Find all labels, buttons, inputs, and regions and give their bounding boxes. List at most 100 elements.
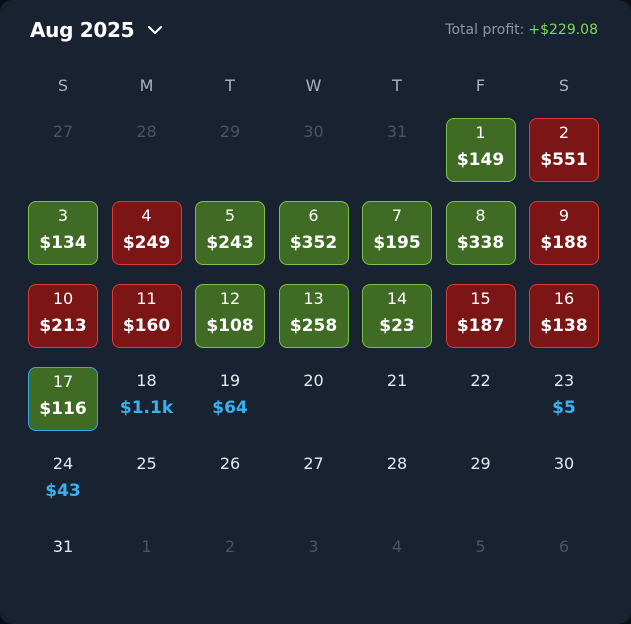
day-number: 31 (52, 537, 74, 556)
day-profit: $1.1k (119, 398, 174, 418)
day-profit: $138 (540, 316, 588, 336)
day-number: 21 (386, 371, 408, 390)
day-number: 19 (219, 371, 241, 390)
day-number: 28 (386, 454, 408, 473)
day-cell[interactable]: 17 $116 (28, 367, 98, 431)
day-number: 2 (558, 123, 570, 142)
day-cell: 5 (446, 533, 516, 597)
day-number: 22 (470, 371, 491, 390)
day-cell[interactable]: 13 $258 (278, 284, 349, 348)
day-cell[interactable]: 19 $64 (195, 367, 265, 431)
day-cell: 30 (279, 118, 349, 182)
day-number: 15 (470, 289, 491, 308)
weekday-label: W (305, 76, 322, 95)
day-cell[interactable]: 6 $352 (278, 201, 349, 265)
day-cell[interactable]: 1 $149 (445, 118, 516, 182)
day-number: 28 (136, 122, 157, 141)
day-cell[interactable]: 20 (279, 367, 349, 431)
day-profit: $352 (289, 233, 338, 253)
day-cell[interactable]: 12 $108 (195, 284, 265, 348)
day-cell: 28 (112, 118, 182, 182)
day-profit: $187 (456, 316, 505, 336)
day-cell: 4 (362, 533, 432, 597)
day-number: 20 (303, 371, 324, 390)
day-cell[interactable]: 21 (362, 367, 432, 431)
day-profit: $338 (456, 233, 505, 253)
calendar-header: Aug 2025 Total profit: +$229.08 (30, 18, 598, 46)
day-cell[interactable]: 4 $249 (111, 201, 182, 265)
weekday-label: M (139, 76, 154, 95)
day-profit: $43 (45, 481, 81, 501)
day-number: 1 (141, 537, 152, 556)
month-label: Aug 2025 (30, 18, 135, 42)
total-profit: Total profit: +$229.08 (445, 22, 598, 38)
day-cell[interactable]: 8 $338 (445, 201, 516, 265)
day-cell[interactable]: 24 $43 (28, 450, 98, 514)
day-profit: $5 (552, 398, 576, 418)
day-number: 3 (308, 537, 319, 556)
month-selector[interactable]: Aug 2025 (30, 18, 164, 42)
day-cell: 29 (195, 118, 265, 182)
day-number: 23 (553, 371, 575, 390)
day-cell[interactable]: 28 (362, 450, 432, 514)
total-profit-label: Total profit: (445, 22, 525, 38)
day-cell: 31 (362, 118, 432, 182)
day-number: 6 (308, 206, 319, 225)
day-cell[interactable]: 7 $195 (362, 201, 432, 265)
day-number: 5 (475, 537, 486, 556)
day-number: 6 (558, 537, 570, 556)
day-cell: 3 (279, 533, 349, 597)
day-number: 30 (553, 454, 575, 473)
day-profit: $249 (122, 233, 171, 253)
weekday-label: S (558, 76, 570, 95)
day-cell[interactable]: 11 $160 (111, 284, 182, 348)
day-cell[interactable]: 2 $551 (529, 118, 599, 182)
day-profit: $108 (206, 316, 254, 336)
day-cell[interactable]: 9 $188 (529, 201, 599, 265)
day-cell[interactable]: 27 (279, 450, 349, 514)
day-profit: $195 (373, 233, 421, 253)
day-number: 12 (219, 289, 241, 308)
day-cell: 27 (28, 118, 98, 182)
weekday-label: T (225, 76, 235, 95)
weekday-label: T (392, 76, 402, 95)
day-cell[interactable]: 29 (446, 450, 516, 514)
day-profit: $23 (379, 316, 415, 336)
day-cell[interactable]: 16 $138 (529, 284, 599, 348)
day-profit: $134 (39, 233, 87, 253)
day-number: 16 (553, 289, 575, 308)
day-number: 13 (303, 289, 324, 308)
weekday-label: S (57, 76, 69, 95)
day-profit: $160 (122, 316, 171, 336)
day-number: 14 (386, 289, 408, 308)
day-profit: $116 (39, 399, 87, 419)
day-number: 27 (303, 454, 324, 473)
day-number: 10 (52, 289, 74, 308)
day-number: 9 (558, 206, 570, 225)
day-number: 8 (475, 206, 486, 225)
day-number: 29 (219, 122, 241, 141)
day-cell[interactable]: 14 $23 (362, 284, 432, 348)
day-cell[interactable]: 5 $243 (195, 201, 265, 265)
day-number: 31 (386, 122, 408, 141)
day-cell[interactable]: 30 (529, 450, 599, 514)
day-cell[interactable]: 3 $134 (28, 201, 98, 265)
day-cell[interactable]: 18 $1.1k (112, 367, 182, 431)
day-number: 27 (52, 122, 74, 141)
weekday-header: S M T W T F S (0, 76, 631, 96)
day-cell[interactable]: 25 (112, 450, 182, 514)
day-number: 7 (391, 206, 403, 225)
day-number: 2 (224, 537, 236, 556)
day-cell: 6 (529, 533, 599, 597)
day-cell[interactable]: 10 $213 (28, 284, 98, 348)
day-cell[interactable]: 23 $5 (529, 367, 599, 431)
day-number: 5 (224, 206, 236, 225)
day-cell[interactable]: 15 $187 (445, 284, 516, 348)
day-cell[interactable]: 31 (28, 533, 98, 597)
day-cell[interactable]: 26 (195, 450, 265, 514)
day-cell[interactable]: 22 (446, 367, 516, 431)
day-number: 26 (219, 454, 241, 473)
day-number: 11 (136, 289, 157, 308)
